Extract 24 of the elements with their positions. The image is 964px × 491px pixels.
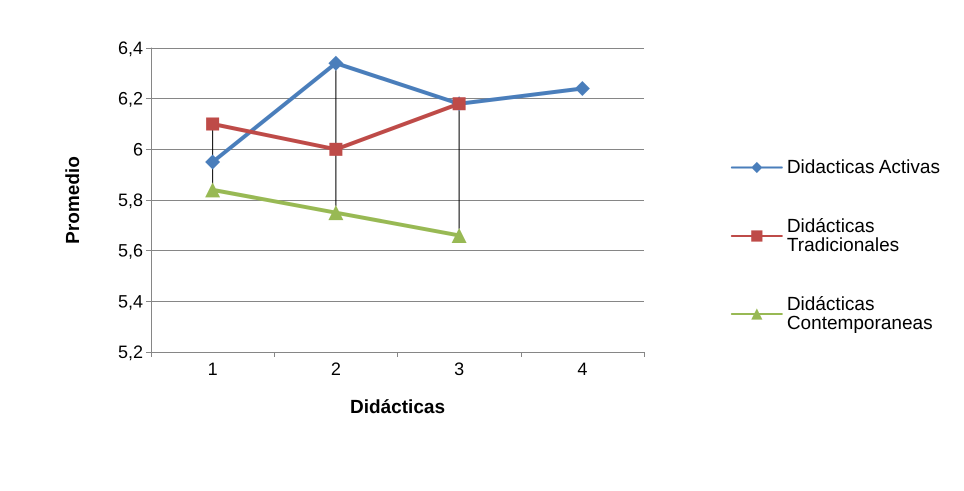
point bbox=[452, 228, 467, 243]
y-tick-label: 5,8 bbox=[118, 190, 143, 210]
x-tick-label: 4 bbox=[577, 359, 588, 379]
y-axis-title: Promedio bbox=[63, 156, 84, 244]
legend-label: Didacticas Activas bbox=[786, 157, 940, 178]
legend-label: Didácticas Contemporaneas bbox=[786, 294, 933, 334]
x-tick-label: 2 bbox=[330, 359, 341, 379]
y-tick-label: 6,2 bbox=[118, 88, 143, 109]
point bbox=[329, 142, 342, 156]
point bbox=[328, 56, 344, 71]
legend-label: Didácticas Tradicionales bbox=[786, 216, 900, 256]
point bbox=[328, 205, 344, 220]
point bbox=[205, 154, 220, 170]
x-tick-label: 1 bbox=[208, 359, 218, 379]
x-tick-label: 3 bbox=[454, 359, 464, 379]
point bbox=[206, 118, 220, 130]
point bbox=[574, 81, 590, 96]
y-tick-label: 6,4 bbox=[118, 38, 143, 58]
y-tick-label: 6 bbox=[132, 139, 143, 160]
y-tick-label: 5,4 bbox=[118, 291, 143, 312]
x-axis-title: Didácticas bbox=[350, 397, 446, 418]
point bbox=[205, 182, 220, 198]
y-tick-label: 5,6 bbox=[118, 240, 143, 261]
y-tick-label: 5,2 bbox=[118, 342, 143, 362]
